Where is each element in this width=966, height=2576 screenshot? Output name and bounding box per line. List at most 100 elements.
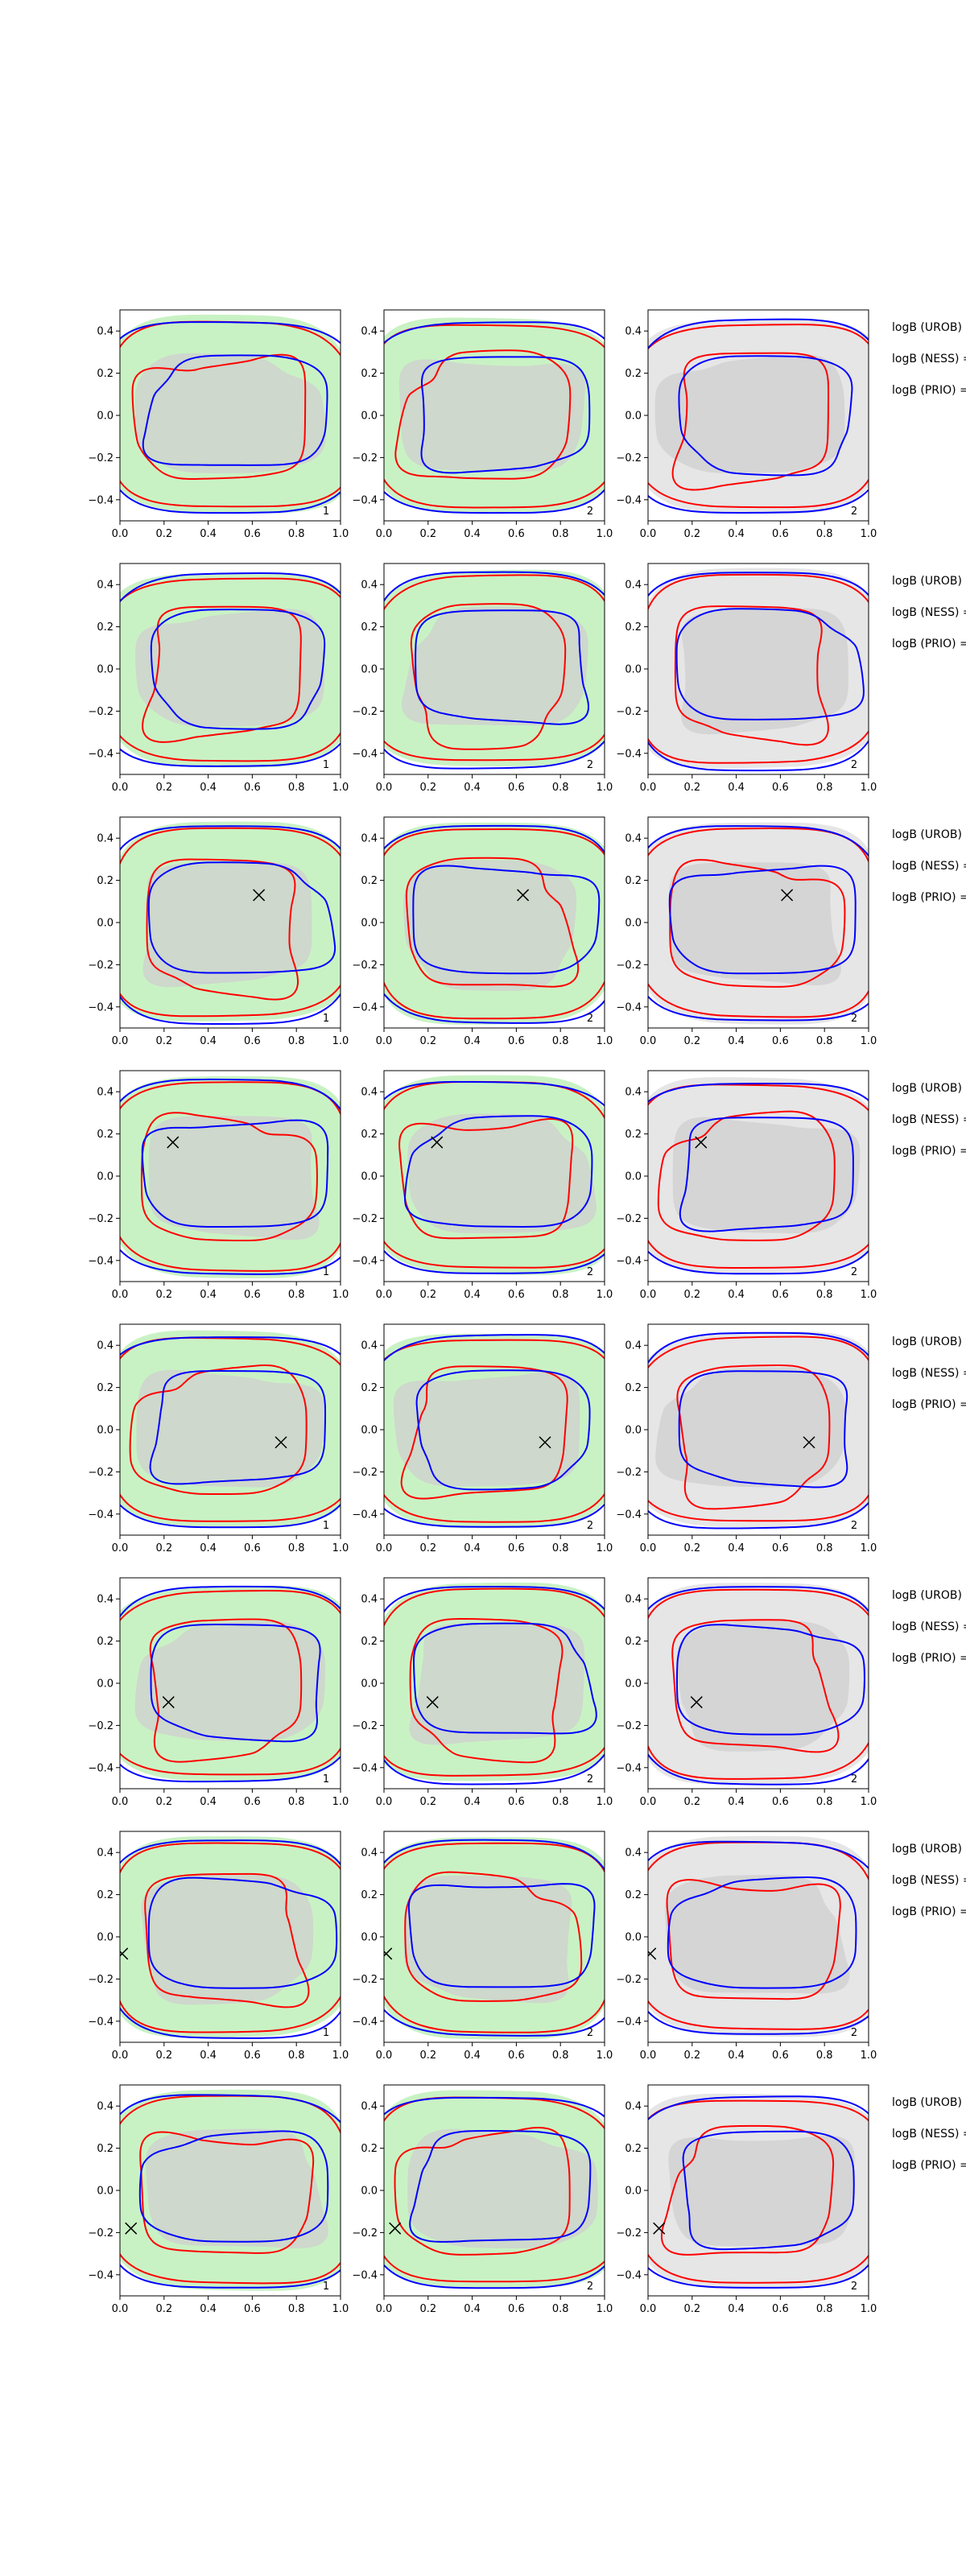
x-tick-label: 0.8 — [552, 782, 569, 794]
panel-r8-c3: 0.0 0.2 0.4 0.6 0.8 1.0 0.4 0.2 0.0 −0.2 −0.4 2 — [616, 2084, 877, 2315]
panel-number-label: 2 — [587, 506, 593, 518]
blue-contour-inner — [150, 609, 326, 730]
x-tick-label: 0.4 — [728, 1289, 745, 1301]
y-tick-label: −0.4 — [88, 494, 114, 506]
red-contour-outer — [120, 320, 341, 508]
y-tick-label: 0.2 — [361, 875, 378, 887]
panel-r7-c3: 0.0 0.2 0.4 0.6 0.8 1.0 0.4 0.2 0.0 −0.2 −0.4 2 — [616, 1831, 877, 2062]
panel-r1-c3: 0.0 0.2 0.4 0.6 0.8 1.0 0.4 0.2 0.0 −0.2 −0.4 2 — [616, 309, 877, 540]
y-tick-label: −0.4 — [88, 2269, 114, 2281]
y-tick-label: 0.4 — [97, 1594, 114, 1606]
x-tick-label: 0.6 — [508, 1289, 525, 1301]
x-tick-label: 0.6 — [244, 1035, 261, 1047]
x-tick-label: 0.6 — [772, 1796, 789, 1808]
red-contour-outer — [384, 1080, 605, 1269]
red-contour-inner — [131, 353, 307, 481]
y-tick-label: −0.2 — [88, 1974, 114, 1986]
blue-contour-inner — [150, 1624, 321, 1743]
logb-annotation: logB (PRIO) = — [892, 1652, 966, 1665]
y-tick-label: 0.4 — [361, 1340, 378, 1352]
panel-number-label: 2 — [851, 506, 857, 518]
y-tick-label: −0.4 — [616, 1255, 642, 1267]
x-tick-label: 0.4 — [200, 1035, 217, 1047]
y-tick-label: 0.0 — [361, 2186, 378, 2198]
red-contour-outer — [120, 1336, 341, 1522]
inner-density-fill — [134, 1620, 326, 1741]
y-tick-label: −0.4 — [352, 494, 378, 506]
x-tick-label: 0.0 — [112, 1289, 129, 1301]
y-tick-label: 0.2 — [625, 875, 642, 887]
x-tick-label: 0.4 — [200, 528, 217, 540]
x-tick-label: 0.2 — [419, 1289, 436, 1301]
y-tick-label: 0.4 — [625, 1340, 642, 1352]
inner-density-fill — [148, 1116, 320, 1241]
blue-contour-inner — [420, 356, 591, 474]
y-tick-label: −0.2 — [88, 452, 114, 464]
x-tick-label: 0.2 — [155, 528, 172, 540]
inner-density-fill — [135, 609, 324, 727]
x-tick-label: 0.0 — [376, 782, 393, 794]
x-tick-label: 0.4 — [200, 1796, 217, 1808]
y-tick-label: 0.4 — [97, 1847, 114, 1860]
y-tick-label: 0.0 — [625, 1425, 642, 1437]
x-tick-label: 0.8 — [552, 1542, 569, 1554]
x-tick-label: 0.6 — [244, 782, 261, 794]
y-tick-label: −0.4 — [352, 1509, 378, 1521]
blue-contour-inner — [138, 2130, 329, 2243]
blue-contour-inner — [667, 1876, 857, 1989]
x-tick-label: 0.4 — [464, 2050, 481, 2062]
x-tick-label: 0.4 — [464, 1289, 481, 1301]
x-tick-label: 0.2 — [683, 1796, 700, 1808]
x-tick-label: 1.0 — [332, 2050, 349, 2062]
x-tick-label: 0.2 — [683, 2050, 700, 2062]
blue-contour-outer — [120, 572, 341, 767]
blue-contour-inner — [678, 355, 853, 477]
panel-r2-c1: 0.0 0.2 0.4 0.6 0.8 1.0 0.4 0.2 0.0 −0.2 −0.4 1 — [88, 563, 349, 794]
y-tick-label: 0.4 — [97, 1087, 114, 1099]
y-tick-label: 0.4 — [361, 1594, 378, 1606]
y-tick-label: −0.2 — [352, 1720, 378, 1732]
y-tick-label: 0.4 — [625, 1594, 642, 1606]
panel-r2-c2: 0.0 0.2 0.4 0.6 0.8 1.0 0.4 0.2 0.0 −0.2 −0.4 2 — [352, 563, 613, 794]
blue-contour-outer — [120, 1336, 341, 1529]
x-tick-label: 1.0 — [861, 1035, 877, 1047]
x-tick-label: 0.2 — [419, 2050, 436, 2062]
x-tick-label: 0.2 — [155, 1289, 172, 1301]
x-tick-label: 1.0 — [861, 1542, 877, 1554]
panel-number-label: 2 — [587, 1013, 593, 1025]
x-tick-label: 1.0 — [597, 2303, 613, 2315]
red-contour-outer — [648, 1335, 869, 1522]
panel-plot-area — [120, 1330, 341, 1529]
logb-annotation: logB (NESS) = — [892, 1113, 966, 1126]
x-tick-label: 1.0 — [597, 1796, 613, 1808]
panel-r5-c2: 0.0 0.2 0.4 0.6 0.8 1.0 0.4 0.2 0.0 −0.2 −0.4 2 — [352, 1323, 613, 1554]
y-tick-label: 0.2 — [625, 1636, 642, 1648]
x-tick-label: 0.6 — [508, 528, 525, 540]
logb-annotation: logB (NESS) = — [892, 1620, 966, 1633]
blue-contour-inner — [149, 1369, 327, 1485]
y-tick-label: −0.4 — [352, 2016, 378, 2028]
x-tick-label: 0.8 — [288, 2050, 305, 2062]
blue-contour-outer — [648, 572, 869, 772]
x-tick-label: 0.6 — [508, 1035, 525, 1047]
y-tick-label: 0.0 — [625, 664, 642, 676]
panel-plot-area — [384, 1075, 605, 1275]
x-marker — [653, 2222, 666, 2235]
y-tick-label: 0.0 — [97, 1171, 114, 1183]
y-tick-label: −0.2 — [616, 706, 642, 718]
panel-plot-area — [120, 1075, 341, 1278]
panel-number-label: 1 — [323, 1266, 329, 1278]
y-tick-label: −0.4 — [616, 2016, 642, 2028]
x-tick-label: 0.4 — [200, 2050, 217, 2062]
y-tick-label: 0.4 — [625, 1847, 642, 1860]
y-tick-label: 0.2 — [625, 1129, 642, 1141]
x-tick-label: 0.0 — [376, 1542, 393, 1554]
logb-annotation: logB (PRIO) = — [892, 891, 966, 904]
blue-contour-outer — [648, 1331, 869, 1530]
blue-contour-outer — [648, 318, 869, 514]
red-contour-outer — [120, 1842, 341, 2033]
panel-number-label: 2 — [851, 2027, 857, 2039]
x-tick-label: 0.6 — [772, 1289, 789, 1301]
x-marker — [125, 2222, 138, 2235]
logb-annotation: logB (NESS) = — [892, 1874, 966, 1887]
